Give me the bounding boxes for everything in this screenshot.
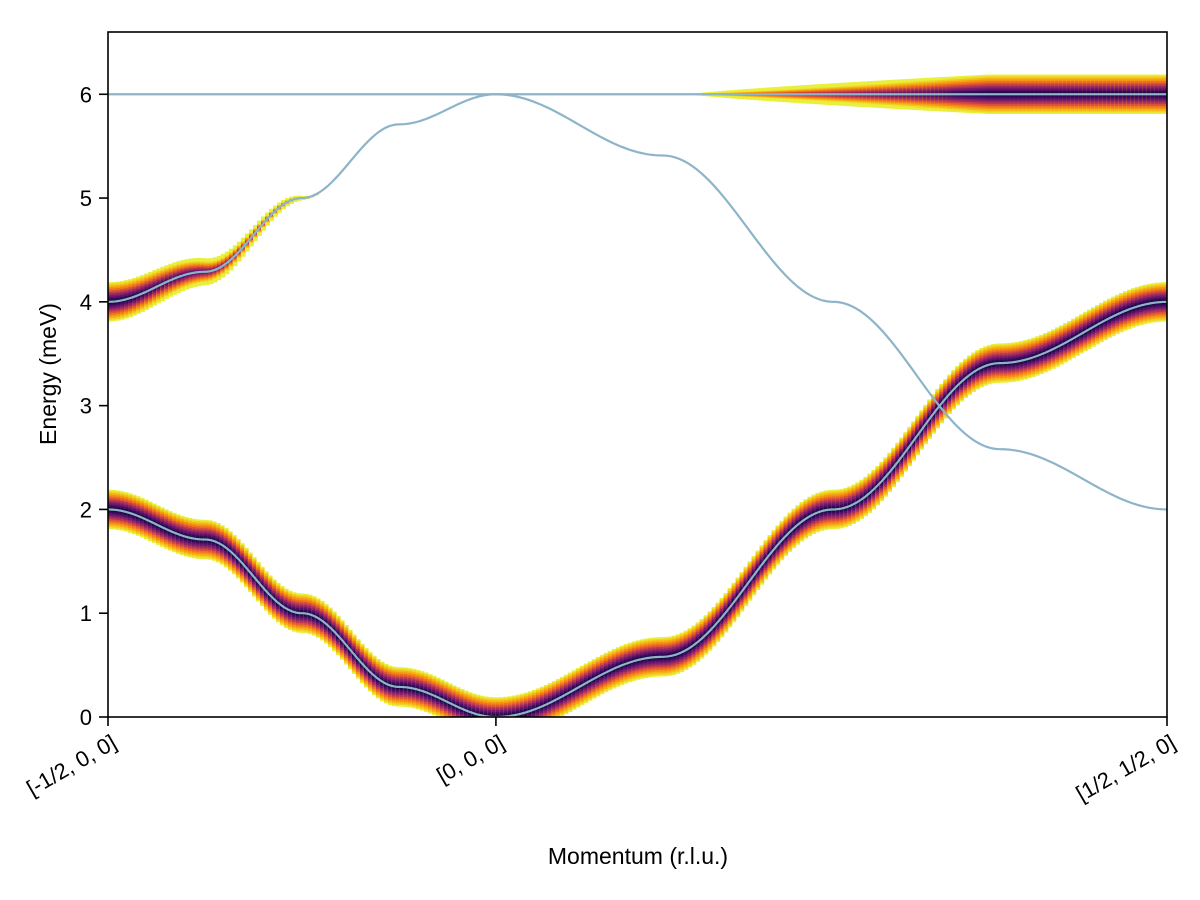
y-axis: 0 1 2 3 4 5 6 (80, 82, 108, 730)
dispersion-line-band-0-seg-2 (495, 300, 1167, 717)
y-tick-label: 5 (80, 186, 92, 211)
dispersion-lines (108, 93, 1167, 717)
intensity-band-2 (108, 193, 319, 322)
plot-frame (107, 31, 1168, 718)
x-axis: [-1/2, 0, 0] [0, 0, 0] [1/2, 1/2, 0] (22, 717, 1180, 807)
y-tick-label: 4 (80, 290, 92, 315)
y-tick-label: 3 (80, 394, 92, 419)
x-axis-title: Momentum (r.l.u.) (548, 843, 728, 869)
intensity-heatmap (108, 74, 1167, 717)
x-tick-label: [-1/2, 0, 0] (22, 730, 120, 801)
y-tick-label: 2 (80, 497, 92, 522)
y-axis-title: Energy (meV) (35, 303, 61, 445)
y-tick-label: 0 (80, 705, 92, 730)
dispersion-line-band-0-seg-1 (108, 508, 496, 717)
x-tick-label: [0, 0, 0] (432, 730, 508, 788)
dispersion-line-band-1-seg-1 (108, 93, 496, 303)
y-tick-label: 1 (80, 601, 92, 626)
y-tick-label: 6 (80, 82, 92, 107)
dispersion-line-band-1-seg-2 (495, 93, 1167, 511)
x-tick-label: [1/2, 1/2, 0] (1072, 730, 1180, 807)
